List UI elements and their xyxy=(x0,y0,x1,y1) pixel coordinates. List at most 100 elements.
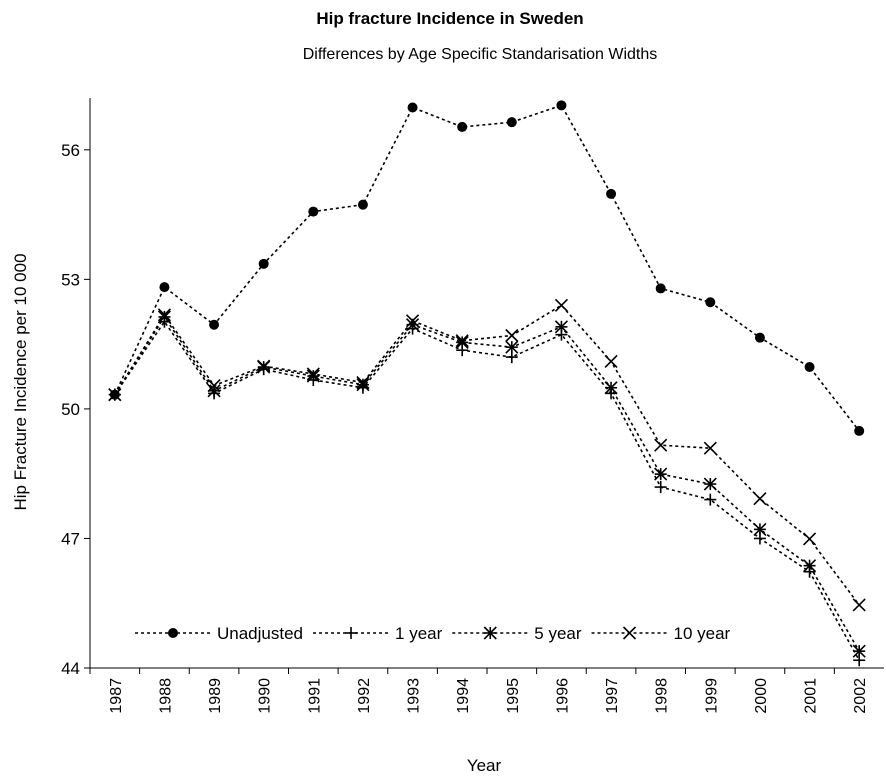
data-point xyxy=(108,388,122,402)
data-point xyxy=(654,467,668,481)
legend-marker xyxy=(483,626,497,640)
data-point-stroke xyxy=(703,477,717,491)
data-point xyxy=(854,425,865,436)
data-point-dot xyxy=(754,332,765,343)
data-point-stroke xyxy=(505,328,519,343)
data-point-dot xyxy=(209,319,220,330)
data-point xyxy=(207,379,221,393)
data-point-stroke xyxy=(505,340,519,354)
data-point xyxy=(556,100,567,111)
data-point xyxy=(505,340,519,354)
data-point-stroke xyxy=(604,381,618,395)
data-point xyxy=(457,121,468,132)
data-point-dot xyxy=(804,362,815,373)
data-point xyxy=(852,644,866,658)
data-point xyxy=(306,369,320,383)
data-point-stroke xyxy=(306,367,320,381)
data-point xyxy=(852,598,866,612)
x-tick-label: 1999 xyxy=(703,678,720,714)
x-tick-label: 2001 xyxy=(803,678,820,714)
data-point xyxy=(157,308,172,322)
legend-marker-dot xyxy=(168,628,178,638)
data-point-stroke xyxy=(157,308,172,322)
legend-marker xyxy=(345,627,358,639)
data-point-dot xyxy=(258,258,269,269)
chart-title: Hip fracture Incidence in Sweden xyxy=(316,9,583,28)
data-point xyxy=(703,441,717,455)
x-tick-label: 1996 xyxy=(554,678,571,714)
data-point xyxy=(209,319,220,330)
data-point-dot xyxy=(506,117,517,128)
x-tick-label: 1990 xyxy=(257,678,274,714)
data-point-stroke xyxy=(405,314,420,328)
data-point xyxy=(654,438,668,452)
data-point xyxy=(802,559,817,573)
data-point-dot xyxy=(655,283,666,294)
data-point xyxy=(554,298,569,312)
data-point xyxy=(604,381,618,395)
data-point-stroke xyxy=(306,369,320,383)
data-point-dot xyxy=(308,206,319,217)
data-point-stroke xyxy=(703,441,717,455)
legend-marker xyxy=(622,626,637,640)
x-tick-label: 1989 xyxy=(207,678,224,714)
data-point xyxy=(802,532,817,546)
data-point-stroke xyxy=(554,320,569,334)
y-tick-label: 56 xyxy=(61,141,80,160)
data-point xyxy=(405,314,420,328)
data-point xyxy=(308,206,319,217)
series-line xyxy=(114,304,860,606)
data-point xyxy=(804,362,815,373)
data-point xyxy=(604,354,618,368)
data-point xyxy=(704,493,717,506)
data-point-stroke xyxy=(455,334,469,348)
data-point-dot xyxy=(407,102,418,113)
data-point xyxy=(455,334,469,348)
data-point-stroke xyxy=(753,522,767,536)
data-point-stroke xyxy=(356,376,370,390)
data-point xyxy=(306,367,320,381)
x-tick-label: 1988 xyxy=(157,678,174,714)
data-point xyxy=(655,283,666,294)
data-point xyxy=(506,117,517,128)
legend-marker-stroke xyxy=(622,626,637,640)
data-point xyxy=(753,522,767,536)
data-point-stroke xyxy=(356,378,370,392)
data-point xyxy=(705,297,716,308)
data-point-stroke xyxy=(455,335,469,349)
data-point-stroke xyxy=(108,388,122,402)
data-point-stroke xyxy=(654,467,668,481)
legend-label: 10 year xyxy=(674,624,731,643)
data-point-dot xyxy=(457,121,468,132)
x-tick-label: 1995 xyxy=(505,678,522,714)
y-tick-label: 47 xyxy=(61,529,80,548)
x-tick-label: 1992 xyxy=(356,678,373,714)
legend-label: 1 year xyxy=(395,624,443,643)
data-point xyxy=(505,328,519,343)
data-point xyxy=(356,378,370,392)
x-tick-label: 2002 xyxy=(852,678,869,714)
data-point-stroke xyxy=(554,298,569,312)
chart-subtitle: Differences by Age Specific Standarisati… xyxy=(303,46,658,63)
data-point-stroke xyxy=(207,384,221,398)
data-point-stroke xyxy=(802,532,817,546)
data-point-stroke xyxy=(257,359,271,373)
legend-marker-stroke xyxy=(483,626,497,640)
data-point-stroke xyxy=(852,644,866,658)
data-point-stroke xyxy=(604,354,618,368)
data-point-stroke xyxy=(802,559,817,573)
legend-marker xyxy=(168,628,178,638)
data-point xyxy=(357,199,368,210)
data-point xyxy=(753,492,767,506)
data-point xyxy=(356,376,370,390)
data-point xyxy=(703,477,717,491)
y-axis-label: Hip Fracture Incidence per 10 000 xyxy=(11,253,30,510)
data-point-dot xyxy=(556,100,567,111)
data-point-dot xyxy=(854,425,865,436)
data-point xyxy=(257,359,271,373)
data-point-dot xyxy=(705,297,716,308)
data-point xyxy=(654,481,667,494)
data-point xyxy=(606,188,617,199)
series-line xyxy=(114,104,860,432)
